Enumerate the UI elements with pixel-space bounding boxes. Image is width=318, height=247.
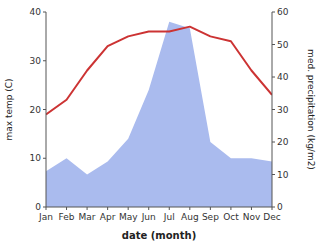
y2-tick	[272, 77, 275, 78]
y2-axis-label: med. precipitation (kg/m2)	[306, 49, 316, 170]
x-tick	[230, 207, 231, 210]
x-tick-label: Mar	[79, 212, 96, 222]
y2-tick-label: 0	[277, 202, 283, 212]
x-tick	[66, 207, 67, 210]
x-tick-label: Jan	[38, 212, 53, 222]
y-tick	[43, 12, 46, 13]
y-tick-label: 10	[30, 153, 42, 163]
y-tick	[43, 60, 46, 61]
x-tick	[251, 207, 252, 210]
y-tick-label: 30	[30, 56, 42, 66]
temperature-line	[46, 27, 272, 115]
y2-tick	[272, 174, 275, 175]
y-tick-label: 20	[30, 105, 42, 115]
x-tick	[148, 207, 149, 210]
x-tick-label: Aug	[181, 212, 199, 222]
plot-area	[46, 22, 272, 207]
x-tick-label: Jul	[163, 212, 175, 222]
y-tick	[43, 109, 46, 110]
x-tick-label: Jun	[141, 212, 156, 222]
y2-tick-label: 20	[277, 137, 289, 147]
x-tick	[107, 207, 108, 210]
y-tick-label: 40	[30, 7, 42, 17]
y2-tick	[272, 109, 275, 110]
x-tick-label: Nov	[243, 212, 261, 222]
x-tick-label: Feb	[59, 212, 75, 222]
y-tick	[43, 207, 46, 208]
y-tick-label: 0	[35, 202, 41, 212]
y2-tick-label: 30	[277, 105, 289, 115]
y2-tick	[272, 12, 275, 13]
x-tick	[189, 207, 190, 210]
x-axis-line	[46, 207, 272, 208]
x-tick	[169, 207, 170, 210]
x-tick	[128, 207, 129, 210]
y2-tick	[272, 44, 275, 45]
x-tick-label: Oct	[223, 212, 239, 222]
x-tick-label: Dec	[263, 212, 280, 222]
x-tick	[87, 207, 88, 210]
y2-tick-label: 40	[277, 72, 289, 82]
y-axis-label: max temp (C)	[4, 78, 14, 140]
x-tick	[210, 207, 211, 210]
x-tick-label: Sep	[202, 212, 219, 222]
y2-tick-label: 10	[277, 170, 289, 180]
x-axis-label: date (month)	[122, 230, 196, 241]
x-tick-label: Apr	[100, 212, 116, 222]
y2-tick	[272, 207, 275, 208]
y2-tick-label: 50	[277, 40, 289, 50]
chart: JanFebMarAprMayJunJulAugSepOctNovDec0102…	[0, 0, 318, 247]
y2-tick	[272, 142, 275, 143]
precipitation-area	[46, 22, 272, 207]
y2-tick-label: 60	[277, 7, 289, 17]
y-tick	[43, 158, 46, 159]
x-tick-label: May	[119, 212, 138, 222]
